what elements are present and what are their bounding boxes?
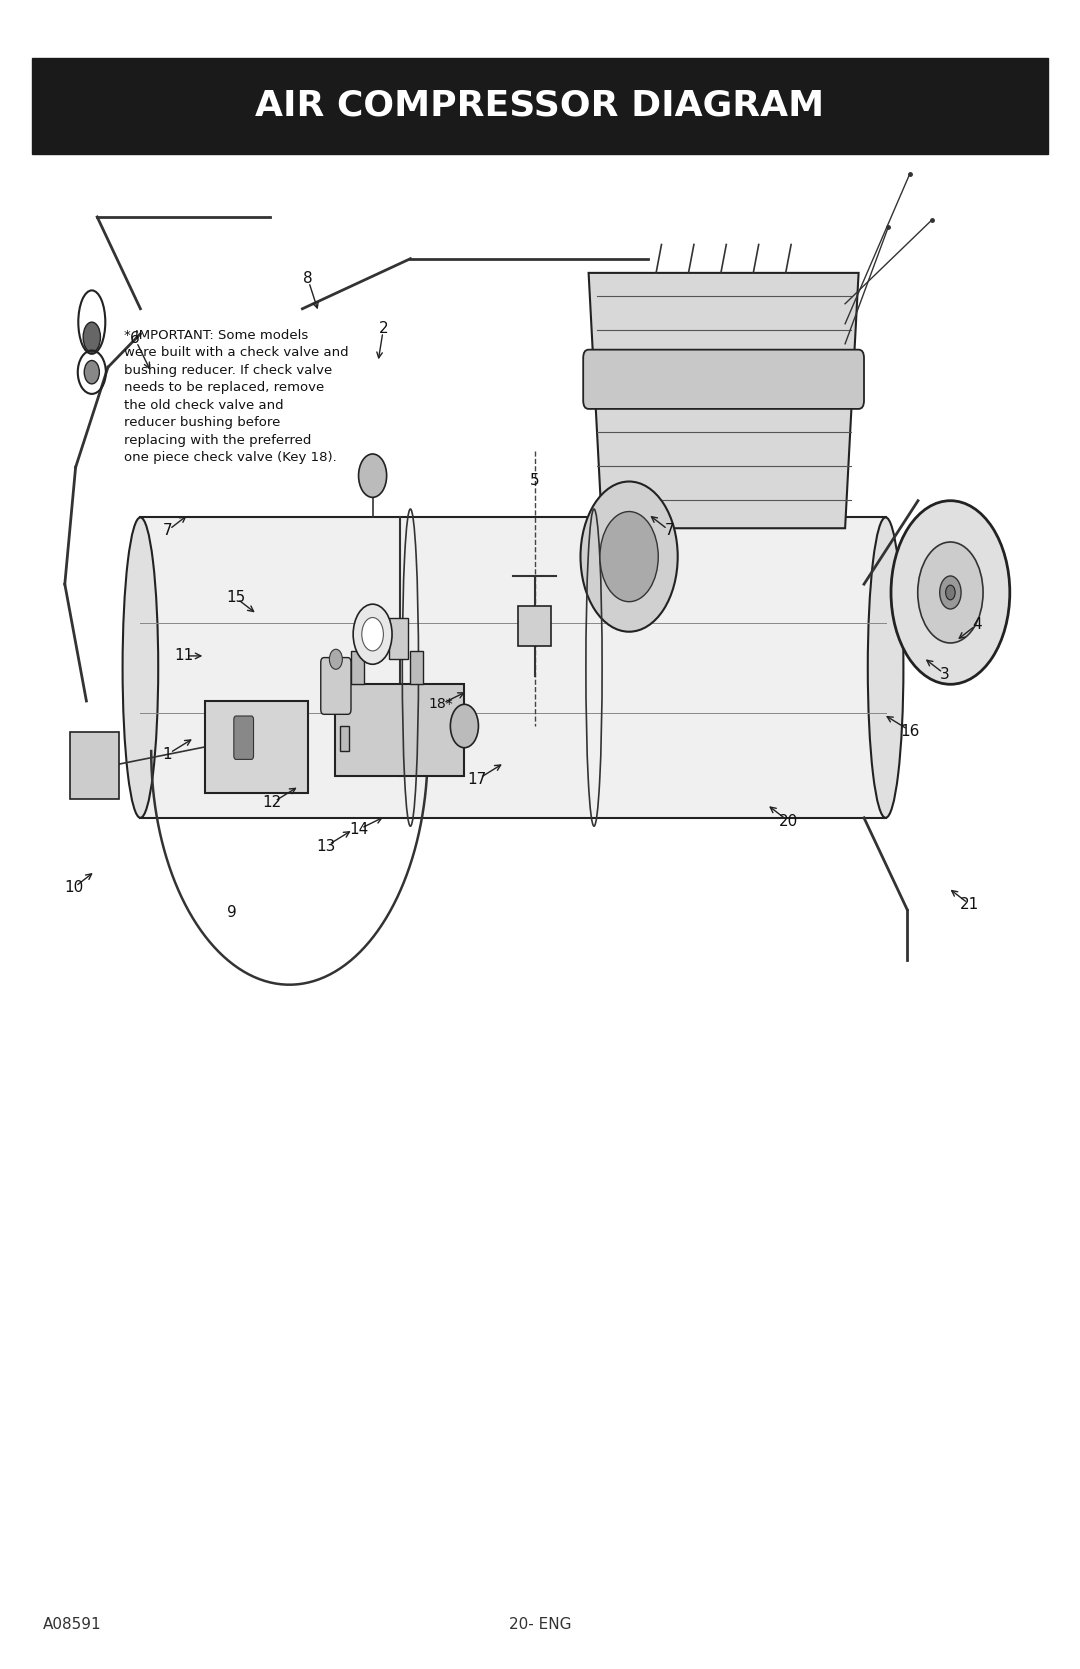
Circle shape [359, 454, 387, 497]
Text: A08591: A08591 [43, 1617, 102, 1632]
Text: 1: 1 [163, 748, 172, 761]
Text: 14: 14 [349, 823, 368, 836]
Ellipse shape [123, 517, 158, 818]
Text: 11: 11 [174, 649, 193, 663]
Circle shape [891, 501, 1010, 684]
Circle shape [940, 576, 961, 609]
Text: 2: 2 [379, 322, 388, 335]
Circle shape [84, 361, 99, 384]
Text: 4: 4 [973, 618, 982, 631]
Text: 5: 5 [530, 474, 539, 487]
Circle shape [581, 482, 678, 633]
Text: 8: 8 [303, 272, 312, 285]
FancyBboxPatch shape [583, 350, 864, 409]
FancyBboxPatch shape [205, 701, 308, 793]
Text: 3: 3 [940, 668, 950, 681]
Text: AIR COMPRESSOR DIAGRAM: AIR COMPRESSOR DIAGRAM [256, 88, 824, 122]
FancyBboxPatch shape [389, 618, 408, 659]
FancyBboxPatch shape [351, 651, 364, 684]
FancyBboxPatch shape [321, 658, 351, 714]
Text: 20- ENG: 20- ENG [509, 1617, 571, 1632]
FancyBboxPatch shape [32, 58, 1048, 154]
Text: 7: 7 [163, 524, 172, 537]
Polygon shape [589, 272, 859, 529]
Text: 12: 12 [262, 796, 282, 809]
FancyBboxPatch shape [340, 726, 349, 751]
FancyBboxPatch shape [518, 606, 551, 646]
Circle shape [918, 542, 983, 643]
Circle shape [362, 618, 383, 651]
Text: 17: 17 [468, 773, 487, 786]
FancyBboxPatch shape [410, 651, 423, 684]
FancyBboxPatch shape [70, 731, 119, 799]
FancyBboxPatch shape [140, 517, 886, 818]
Text: 7: 7 [665, 524, 674, 537]
Circle shape [329, 649, 342, 669]
Text: 9: 9 [227, 906, 238, 920]
Text: 10: 10 [64, 881, 83, 895]
Text: 16: 16 [901, 724, 920, 738]
Text: 21: 21 [960, 898, 980, 911]
FancyBboxPatch shape [233, 716, 254, 759]
FancyBboxPatch shape [335, 684, 464, 776]
Text: 15: 15 [226, 591, 245, 604]
Text: 13: 13 [316, 840, 336, 853]
Text: 6: 6 [130, 332, 140, 345]
Ellipse shape [83, 322, 100, 352]
Circle shape [450, 704, 478, 748]
Ellipse shape [867, 517, 903, 818]
Circle shape [946, 586, 955, 599]
Circle shape [353, 604, 392, 664]
Text: * IMPORTANT: Some models
were built with a check valve and
bushing reducer. If c: * IMPORTANT: Some models were built with… [124, 329, 349, 464]
Text: 18*: 18* [429, 698, 453, 711]
Text: 20: 20 [779, 814, 798, 828]
Circle shape [600, 511, 659, 603]
